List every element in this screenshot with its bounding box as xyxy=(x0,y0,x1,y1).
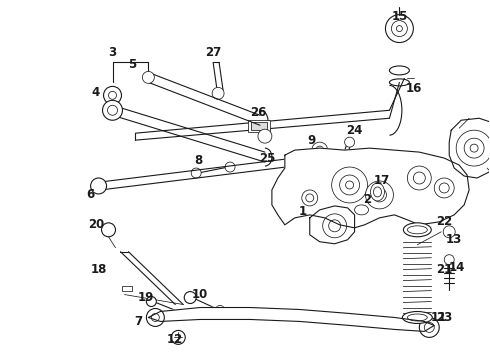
Circle shape xyxy=(107,105,118,115)
Text: 6: 6 xyxy=(86,188,95,202)
Circle shape xyxy=(108,91,117,99)
Circle shape xyxy=(225,162,235,172)
Circle shape xyxy=(396,26,402,32)
Circle shape xyxy=(372,188,387,202)
Text: 18: 18 xyxy=(90,263,107,276)
Text: 3: 3 xyxy=(108,46,117,59)
Text: 20: 20 xyxy=(89,218,105,231)
Text: 2: 2 xyxy=(364,193,371,206)
Text: 25: 25 xyxy=(259,152,275,165)
Polygon shape xyxy=(310,206,355,244)
Circle shape xyxy=(456,130,490,166)
Ellipse shape xyxy=(370,183,385,201)
Circle shape xyxy=(340,175,360,195)
Circle shape xyxy=(101,223,116,237)
Ellipse shape xyxy=(407,314,427,321)
Bar xyxy=(248,120,270,132)
Bar xyxy=(122,285,132,291)
Bar xyxy=(251,122,267,130)
Text: 4: 4 xyxy=(92,86,99,99)
Circle shape xyxy=(407,166,431,190)
Circle shape xyxy=(332,167,368,203)
Circle shape xyxy=(302,190,318,206)
Circle shape xyxy=(470,144,478,152)
Ellipse shape xyxy=(373,187,382,197)
Text: 8: 8 xyxy=(194,154,202,167)
Circle shape xyxy=(184,292,196,303)
Circle shape xyxy=(344,137,355,147)
Circle shape xyxy=(212,87,224,99)
Circle shape xyxy=(191,168,201,178)
Circle shape xyxy=(414,172,425,184)
Ellipse shape xyxy=(407,226,427,234)
Text: 7: 7 xyxy=(134,315,143,328)
Text: 11: 11 xyxy=(431,311,447,324)
Circle shape xyxy=(306,194,314,202)
Text: 19: 19 xyxy=(137,291,153,304)
Circle shape xyxy=(143,71,154,84)
Circle shape xyxy=(91,178,106,194)
Circle shape xyxy=(147,297,156,306)
Text: 26: 26 xyxy=(250,106,266,119)
Polygon shape xyxy=(148,307,434,332)
Text: 13: 13 xyxy=(446,233,462,246)
Text: 15: 15 xyxy=(391,10,408,23)
Circle shape xyxy=(329,220,341,232)
Circle shape xyxy=(345,181,354,189)
Text: 21: 21 xyxy=(436,263,452,276)
Circle shape xyxy=(424,323,434,332)
Text: 1: 1 xyxy=(299,205,307,219)
Circle shape xyxy=(147,309,164,327)
Circle shape xyxy=(464,138,484,158)
Circle shape xyxy=(151,314,159,321)
Circle shape xyxy=(392,21,407,37)
Text: 23: 23 xyxy=(436,311,452,324)
Circle shape xyxy=(366,181,393,209)
Ellipse shape xyxy=(402,311,432,323)
Circle shape xyxy=(386,15,414,42)
Text: 10: 10 xyxy=(192,288,208,301)
Text: 27: 27 xyxy=(205,46,221,59)
Polygon shape xyxy=(272,148,469,228)
Circle shape xyxy=(434,178,454,198)
Circle shape xyxy=(316,146,324,154)
Circle shape xyxy=(443,226,455,238)
Ellipse shape xyxy=(390,66,409,75)
Circle shape xyxy=(337,161,346,171)
Text: 14: 14 xyxy=(449,261,466,274)
Circle shape xyxy=(102,100,122,120)
Text: 5: 5 xyxy=(128,58,137,71)
Circle shape xyxy=(444,255,454,265)
Ellipse shape xyxy=(390,79,409,86)
Text: 16: 16 xyxy=(406,82,422,95)
Text: 22: 22 xyxy=(436,215,452,228)
Polygon shape xyxy=(449,118,490,178)
Circle shape xyxy=(103,86,122,104)
Circle shape xyxy=(439,183,449,193)
Circle shape xyxy=(419,318,439,337)
Circle shape xyxy=(323,214,346,238)
Text: 12: 12 xyxy=(167,333,183,346)
Text: 17: 17 xyxy=(373,174,390,186)
Circle shape xyxy=(258,129,272,143)
Text: 9: 9 xyxy=(308,134,316,147)
Ellipse shape xyxy=(355,205,368,215)
Circle shape xyxy=(215,306,225,315)
Circle shape xyxy=(172,330,185,345)
Ellipse shape xyxy=(403,223,431,237)
Circle shape xyxy=(312,142,328,158)
Text: 24: 24 xyxy=(346,124,363,137)
